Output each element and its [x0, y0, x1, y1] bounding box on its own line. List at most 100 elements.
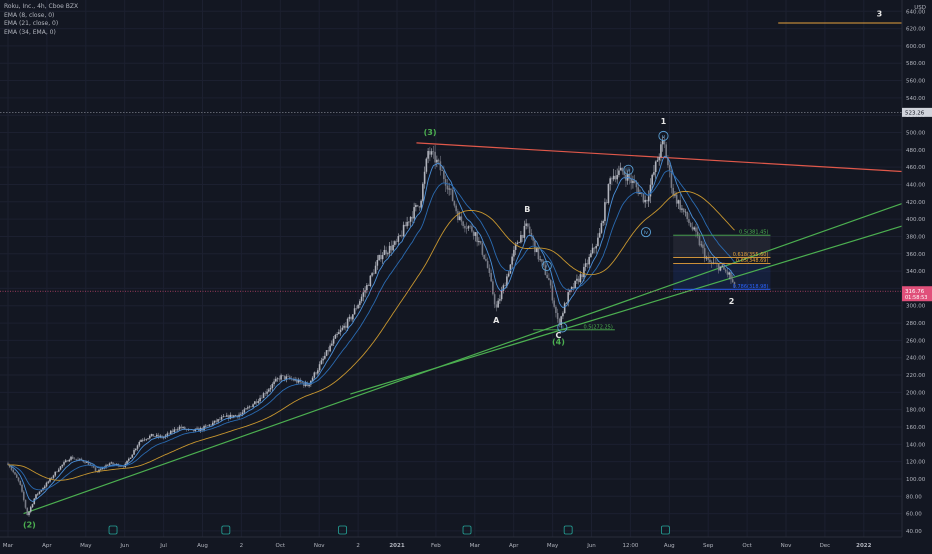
- candle-body: [373, 273, 375, 274]
- x-tick-label: 12:00: [622, 543, 638, 549]
- wave-label[interactable]: (2): [23, 520, 36, 529]
- wave-circle-label[interactable]: iii: [626, 168, 630, 174]
- legend-ema-slow[interactable]: EMA (34, EMA, 0): [4, 28, 56, 36]
- legend-ema-mid[interactable]: EMA (21, close, 0): [4, 20, 59, 27]
- x-tick-label: 2: [240, 543, 244, 549]
- candle-body: [471, 226, 473, 232]
- candle-body: [231, 414, 233, 418]
- candle-body: [630, 178, 632, 183]
- candle-body: [19, 480, 22, 485]
- candle-body: [94, 467, 97, 472]
- wave-circle-label[interactable]: i: [546, 264, 547, 270]
- candle-body: [453, 200, 456, 206]
- wave-label[interactable]: (3): [424, 128, 437, 137]
- event-marker[interactable]: [221, 525, 231, 535]
- candle-body: [68, 459, 71, 462]
- candle-body: [465, 228, 468, 229]
- y-tick-label: 120.00: [906, 460, 926, 466]
- candle-body: [308, 384, 310, 387]
- candle-body: [528, 226, 531, 233]
- candle-body: [483, 254, 485, 260]
- support-trendline-upper[interactable]: [23, 202, 903, 515]
- event-marker[interactable]: [462, 525, 472, 535]
- candle-body: [430, 151, 433, 155]
- candle-body: [80, 458, 83, 461]
- candle-body: [101, 467, 104, 470]
- candle-body: [502, 285, 505, 291]
- candle-body: [8, 464, 11, 468]
- candle-body: [560, 316, 562, 326]
- x-tick-label: Oct: [276, 543, 286, 549]
- candle-body: [203, 426, 205, 431]
- candle-body: [609, 178, 611, 185]
- y-tick-label: 500.00: [906, 131, 926, 137]
- fib-level-label: 0.65(348.69): [736, 258, 769, 264]
- candle-body: [229, 414, 232, 419]
- y-tick-label: 480.00: [906, 148, 926, 154]
- candle-body: [268, 389, 270, 392]
- candle-body: [709, 259, 711, 263]
- candle-body: [352, 314, 354, 320]
- legend-ema-fast[interactable]: EMA (8, close, 0): [4, 11, 55, 19]
- support-trendline-lower[interactable]: [350, 225, 903, 395]
- candle-body: [549, 280, 552, 286]
- wave-label[interactable]: A: [493, 316, 500, 325]
- candle-body: [85, 461, 88, 463]
- event-marker[interactable]: [563, 525, 573, 535]
- candle-body: [14, 472, 16, 475]
- candle-body: [513, 249, 515, 257]
- candle-body: [350, 316, 352, 320]
- x-tick-label: Nov: [781, 543, 792, 549]
- wave-label[interactable]: 3: [877, 9, 883, 18]
- candle-body: [689, 222, 692, 227]
- candle-body: [138, 441, 141, 446]
- candle-body: [705, 257, 708, 259]
- candle-body: [338, 332, 340, 335]
- candle-body: [129, 457, 132, 459]
- candle-body: [674, 194, 676, 196]
- candle-body: [219, 419, 221, 420]
- ema-8-line: [7, 155, 735, 502]
- event-marker[interactable]: [108, 525, 118, 535]
- candle-body: [478, 241, 480, 243]
- candle-body: [26, 507, 29, 516]
- candle-body: [92, 466, 95, 468]
- y-tick-label: 460.00: [906, 165, 926, 171]
- candle-body: [591, 247, 594, 254]
- wave-circle-label[interactable]: ii: [561, 325, 564, 331]
- candle-body: [276, 378, 279, 380]
- candle-body: [262, 393, 265, 399]
- event-marker[interactable]: [661, 525, 670, 535]
- candle-body: [266, 391, 268, 394]
- candle-body: [672, 187, 674, 196]
- wave-circle-label[interactable]: iv: [644, 230, 648, 236]
- candle-body: [38, 491, 41, 494]
- candle-body: [122, 466, 125, 468]
- wave-label[interactable]: B: [524, 205, 530, 214]
- candle-body: [717, 263, 720, 271]
- wave-label[interactable]: C: [555, 331, 561, 340]
- event-marker[interactable]: [338, 525, 347, 535]
- wave-circle: [541, 260, 552, 271]
- last-price-value: 316.76: [905, 289, 925, 295]
- candle-body: [427, 151, 429, 159]
- fib-level-label: 0.5(272.25): [583, 324, 612, 330]
- wave-circle-label[interactable]: v: [662, 134, 665, 140]
- candle-body: [730, 272, 732, 280]
- candle-body: [649, 184, 652, 197]
- y-tick-label: 300.00: [906, 304, 926, 310]
- wave-label[interactable]: (4): [552, 338, 565, 347]
- candle-body: [12, 469, 15, 473]
- wave-circle: [640, 227, 652, 238]
- legend-symbol[interactable]: Roku, Inc., 4h, Cboe BZX: [4, 3, 79, 10]
- candle-body: [444, 179, 447, 186]
- candle-body: [658, 157, 660, 161]
- wave-label[interactable]: 1: [661, 117, 667, 126]
- candle-body: [479, 241, 482, 244]
- trendlines: [23, 142, 903, 515]
- wave-label[interactable]: 2: [729, 297, 735, 306]
- candle-body: [131, 454, 134, 458]
- candle-body: [43, 486, 46, 489]
